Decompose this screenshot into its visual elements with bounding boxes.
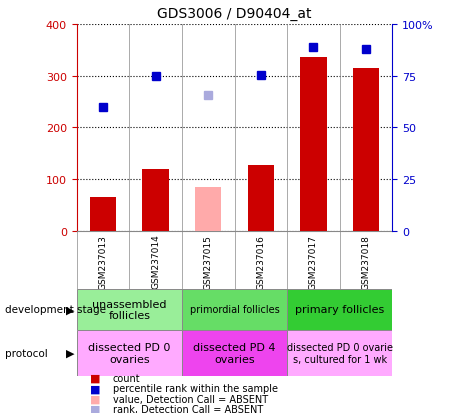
Text: ▶: ▶ bbox=[66, 348, 74, 358]
Text: dissected PD 0
ovaries: dissected PD 0 ovaries bbox=[88, 342, 170, 364]
Text: percentile rank within the sample: percentile rank within the sample bbox=[113, 383, 278, 393]
Text: primordial follicles: primordial follicles bbox=[189, 305, 280, 315]
Bar bbox=[287, 289, 392, 330]
Bar bbox=[195, 188, 221, 231]
Text: ▶: ▶ bbox=[66, 305, 74, 315]
Text: GSM237018: GSM237018 bbox=[362, 234, 371, 289]
Bar bbox=[90, 198, 116, 231]
Bar bbox=[182, 289, 287, 330]
Text: GSM237016: GSM237016 bbox=[256, 234, 265, 289]
Text: GSM237014: GSM237014 bbox=[151, 234, 160, 289]
Text: ■: ■ bbox=[90, 404, 101, 413]
Bar bbox=[77, 330, 182, 376]
Bar bbox=[143, 169, 169, 231]
Text: GSM237017: GSM237017 bbox=[309, 234, 318, 289]
Text: ■: ■ bbox=[90, 383, 101, 393]
Text: ■: ■ bbox=[90, 373, 101, 383]
Bar bbox=[248, 165, 274, 231]
Text: rank, Detection Call = ABSENT: rank, Detection Call = ABSENT bbox=[113, 404, 263, 413]
Bar bbox=[77, 289, 182, 330]
Title: GDS3006 / D90404_at: GDS3006 / D90404_at bbox=[157, 7, 312, 21]
Text: dissected PD 4
ovaries: dissected PD 4 ovaries bbox=[193, 342, 276, 364]
Bar bbox=[353, 69, 379, 231]
Bar bbox=[300, 58, 327, 231]
Text: protocol: protocol bbox=[5, 348, 47, 358]
Text: count: count bbox=[113, 373, 140, 383]
Text: development stage: development stage bbox=[5, 305, 106, 315]
Text: GSM237015: GSM237015 bbox=[204, 234, 213, 289]
Text: unassembled
follicles: unassembled follicles bbox=[92, 299, 166, 320]
Text: value, Detection Call = ABSENT: value, Detection Call = ABSENT bbox=[113, 394, 268, 404]
Text: dissected PD 0 ovarie
s, cultured for 1 wk: dissected PD 0 ovarie s, cultured for 1 … bbox=[287, 342, 393, 364]
Bar bbox=[182, 330, 287, 376]
Bar bbox=[287, 330, 392, 376]
Text: primary follicles: primary follicles bbox=[295, 305, 384, 315]
Text: ■: ■ bbox=[90, 394, 101, 404]
Text: GSM237013: GSM237013 bbox=[98, 234, 107, 289]
